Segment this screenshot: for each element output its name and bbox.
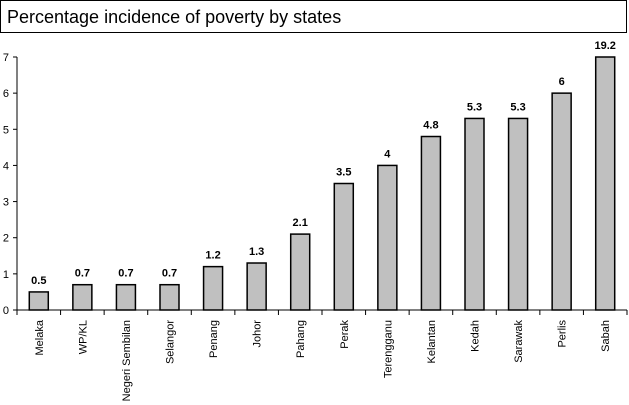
bar [464,117,485,311]
bar-value-label: 0.7 [75,268,90,280]
bar [289,233,311,311]
y-tick-label: 2 [3,233,9,245]
bar-value-label: 2.1 [293,217,308,229]
category-label: Penang [208,320,220,358]
bar-value-label: 4.8 [423,120,438,132]
bar [507,117,529,311]
category-label: Pahang [295,320,307,358]
y-tick-label: 7 [3,52,9,64]
bar [115,283,137,311]
category-label: Terengganu [382,320,394,378]
category-label: WP/KL [77,320,89,354]
y-tick-label: 0 [3,305,9,317]
y-tick-label: 6 [3,88,9,100]
bar-value-label: 3.5 [336,167,351,179]
category-label: Melaka [34,319,46,355]
y-tick-label: 1 [3,269,9,281]
labels-layer: 0 1 2 3 4 5 6 7 0.5 Melaka 0.7 WP/KL 0.7 Negeri Sembi… [3,40,616,401]
category-label: Negeri Sembilan [121,320,133,401]
bar-value-label: 19.2 [594,40,615,52]
category-label: Perak [339,320,351,349]
bar-value-label: 0.7 [162,268,177,280]
chart-title-box: Percentage incidence of poverty by state… [0,0,627,33]
bar-value-label: 6 [559,76,565,88]
bar [72,283,93,311]
category-label: Johor [252,320,264,348]
bar [594,56,616,311]
bar-value-label: 5.3 [510,101,525,113]
category-label: Perlis [557,320,569,348]
bar [551,92,572,311]
bar-value-label: 4 [384,148,391,160]
bar-value-label: 0.5 [31,275,46,287]
category-label: Sabah [600,320,612,352]
category-label: Sarawak [513,320,525,363]
category-label: Kelantan [426,320,438,363]
bar [28,291,50,311]
bar [377,164,398,311]
y-tick-label: 5 [3,124,9,136]
bar [202,265,224,311]
y-tick-label: 4 [3,160,9,172]
axes-layer [13,56,628,315]
bar [246,262,267,311]
bar-value-label: 0.7 [118,268,133,280]
y-tick-label: 3 [3,197,9,209]
bar-value-label: 1.3 [249,246,264,258]
category-label: Kedah [470,320,482,352]
chart-title: Percentage incidence of poverty by state… [7,7,342,27]
bar [420,135,442,311]
bar-value-label: 5.3 [467,101,482,113]
bars-layer [28,56,616,311]
bar [159,283,180,311]
category-label: Selangor [165,320,177,364]
bar-value-label: 1.2 [205,250,220,262]
bar [333,182,355,311]
